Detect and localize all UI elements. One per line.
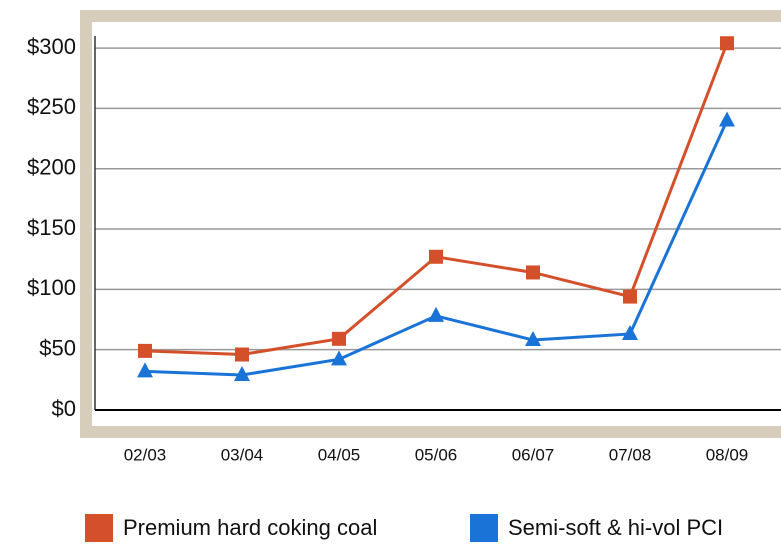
x-tick-label: 08/09: [706, 445, 749, 464]
point-marker: [429, 249, 443, 264]
point-marker: [234, 366, 250, 382]
point-marker: [332, 331, 346, 346]
x-tick-label: 06/07: [512, 445, 555, 464]
point-marker: [622, 324, 638, 340]
y-tick-label: $0: [52, 396, 76, 421]
y-tick-label: $50: [39, 335, 76, 360]
point-marker: [235, 347, 249, 362]
x-tick-label: 03/04: [221, 445, 264, 464]
x-tick-label: 04/05: [318, 445, 361, 464]
legend-label: Premium hard coking coal: [123, 515, 377, 540]
point-marker: [138, 343, 152, 358]
legend-swatch: [470, 514, 498, 542]
legend-label: Semi-soft & hi-vol PCI: [508, 515, 723, 540]
y-tick-label: $250: [27, 94, 76, 119]
legend-swatch: [85, 514, 113, 542]
point-marker: [720, 36, 734, 51]
point-marker: [526, 265, 540, 280]
y-tick-label: $200: [27, 155, 76, 180]
x-tick-label: 02/03: [124, 445, 167, 464]
point-marker: [428, 306, 444, 322]
y-tick-label: $100: [27, 275, 76, 300]
y-tick-label: $150: [27, 215, 76, 240]
point-marker: [623, 289, 637, 304]
x-tick-label: 07/08: [609, 445, 652, 464]
x-tick-label: 05/06: [415, 445, 458, 464]
point-marker: [719, 111, 735, 127]
point-marker: [137, 362, 153, 378]
plot-frame: [80, 10, 781, 438]
y-tick-label: $300: [27, 34, 76, 59]
point-marker: [525, 331, 541, 347]
point-marker: [331, 350, 347, 366]
